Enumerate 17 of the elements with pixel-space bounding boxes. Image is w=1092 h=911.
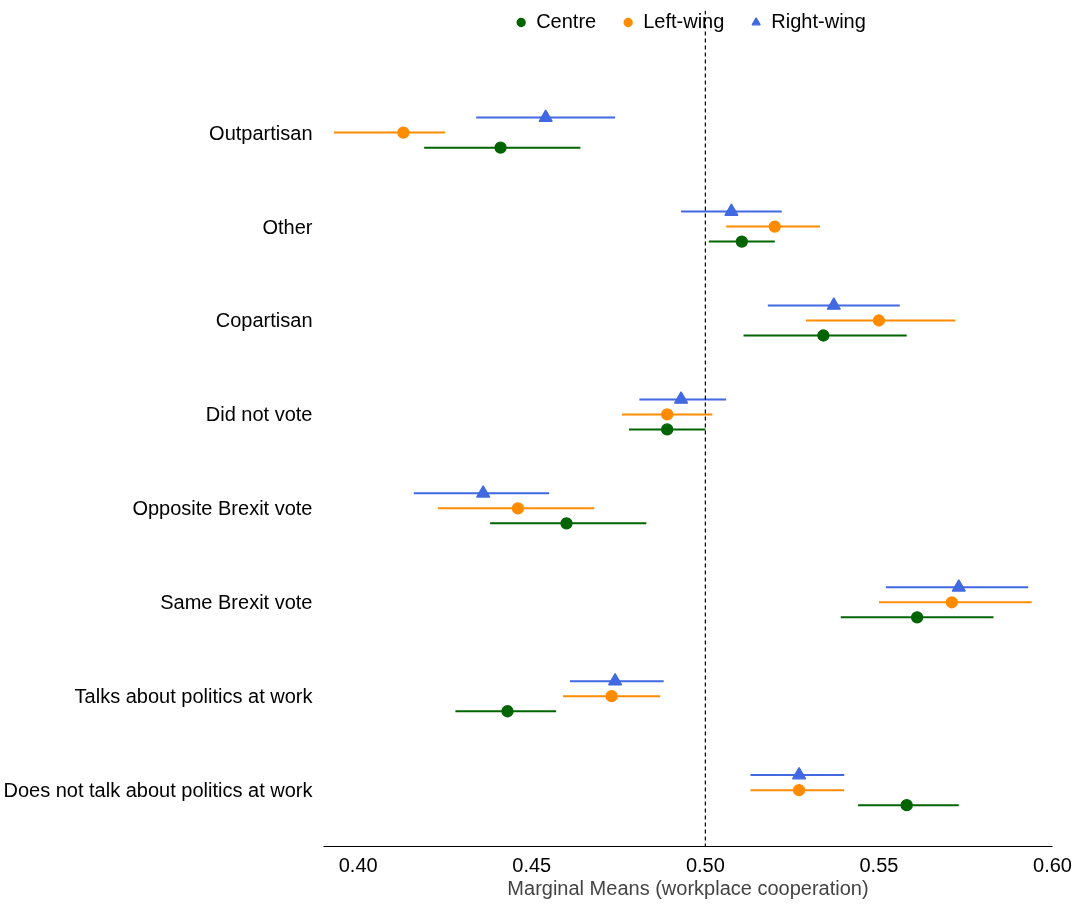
x-tick-label: 0.45 [512, 853, 552, 876]
y-tick-label: Did not vote [205, 403, 313, 426]
legend-label: Left-wing [643, 10, 725, 33]
y-tick-label: Copartisan [215, 309, 313, 332]
x-tick-label: 0.50 [685, 853, 725, 876]
y-tick-label: Same Brexit vote [160, 591, 313, 614]
y-tick-label: Opposite Brexit vote [132, 497, 313, 520]
y-tick-label: Other [262, 215, 313, 238]
x-tick-label: 0.55 [859, 853, 899, 876]
legend-label: Right-wing [771, 10, 866, 33]
x-axis-title: Marginal Means (workplace cooperation) [507, 876, 869, 899]
x-tick-label: 0.60 [1033, 853, 1072, 876]
x-tick-label: 0.40 [338, 853, 378, 876]
y-tick-label: Does not talk about politics at work [3, 779, 314, 802]
y-tick-label: Outpartisan [209, 121, 313, 144]
legend-label: Centre [536, 10, 597, 33]
y-tick-label: Talks about politics at work [74, 685, 314, 708]
